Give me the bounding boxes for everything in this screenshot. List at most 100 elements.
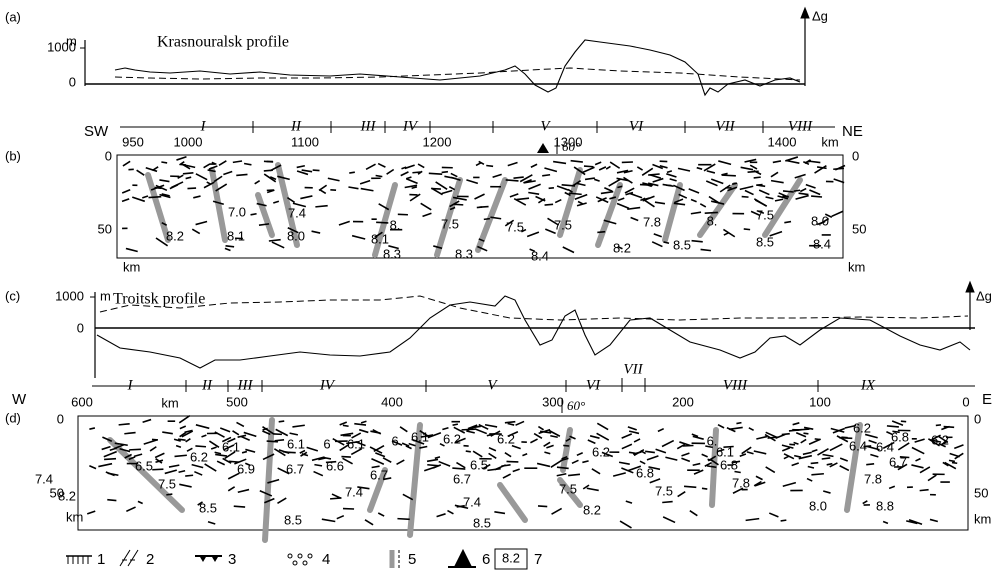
reflector (571, 161, 583, 162)
velocity-label: 6.6 (326, 458, 344, 473)
reflector (161, 162, 167, 163)
reflector (124, 433, 135, 434)
reflector (883, 522, 888, 524)
reflector (629, 431, 639, 433)
depth-unit: km (66, 509, 83, 524)
reflector (807, 479, 812, 482)
reflector (360, 181, 370, 184)
reflector (186, 439, 191, 442)
reflector (437, 514, 446, 517)
reflector (444, 176, 456, 178)
reflector (563, 247, 574, 253)
legend-item: 6 (482, 551, 490, 568)
reflector (557, 467, 569, 468)
velocity-label: 6.4 (849, 438, 867, 453)
zone-label: V (487, 377, 498, 393)
direction-label: NE (842, 123, 863, 140)
reflector (505, 422, 515, 423)
reflector (811, 474, 823, 475)
velocity-label: 6.8 (720, 457, 738, 472)
velocity-label: 8.8 (876, 498, 894, 513)
reflector (527, 232, 539, 236)
velocity-label: 8.2 (613, 240, 631, 255)
reflector (771, 181, 784, 183)
reflector (863, 501, 868, 504)
reflector (545, 204, 554, 205)
reflector (691, 212, 701, 214)
reflector (693, 464, 701, 466)
reflector (178, 439, 186, 440)
velocity-label: 8.3 (455, 246, 473, 261)
reflector (670, 179, 677, 181)
reflector (544, 442, 550, 446)
reflector (901, 421, 906, 422)
distance-tick-label: 1100 (291, 134, 319, 149)
reflector (150, 447, 156, 451)
reflector (122, 199, 129, 202)
reflector (568, 474, 580, 475)
reflector (724, 233, 729, 235)
reflector (691, 199, 697, 201)
reflector (219, 161, 226, 165)
reflector (759, 190, 769, 194)
reflector (537, 463, 550, 466)
reflector (196, 425, 209, 428)
reflector (808, 467, 814, 468)
reflector (123, 161, 130, 166)
velocity-label: 7.0 (228, 204, 246, 219)
reflector (354, 424, 366, 425)
reflector (215, 454, 227, 456)
reflector (815, 439, 820, 440)
direction-label: W (12, 391, 27, 408)
zone-label: V (540, 118, 551, 134)
reflector (702, 488, 707, 489)
reflector (756, 437, 767, 439)
reflector (387, 169, 394, 174)
reflector (693, 436, 704, 439)
reflector (655, 202, 665, 203)
reflector (292, 425, 304, 427)
legend-box-value: 8.2 (502, 550, 520, 565)
distance-tick-label: 600 (71, 394, 93, 409)
reflector (217, 461, 225, 465)
reflector (129, 449, 141, 450)
reflector (582, 167, 594, 172)
reflector (423, 213, 432, 216)
reflector (538, 427, 543, 430)
reflector (348, 187, 358, 189)
reflector (811, 463, 819, 464)
zone-label: I (127, 377, 134, 393)
zone-label: VII (623, 361, 643, 377)
reflector (773, 161, 781, 163)
reflector (949, 460, 955, 461)
velocity-label: 8. (707, 213, 718, 228)
depth-tick-label: 0 (852, 148, 859, 163)
distance-tick-label: 950 (122, 134, 144, 149)
depth-tick-label: 50 (98, 221, 112, 236)
reflector (307, 447, 318, 451)
reflector (447, 511, 453, 514)
reflector (784, 222, 791, 223)
reflector (722, 175, 736, 176)
reflector (729, 427, 743, 429)
reflector (273, 201, 279, 203)
reflector (592, 469, 600, 474)
reflector (185, 475, 193, 476)
direction-label: SW (84, 123, 109, 140)
anomaly-label: Δg (812, 8, 828, 23)
reflector (823, 491, 830, 493)
reflector (272, 242, 284, 248)
reflector (508, 423, 515, 425)
reflector (339, 221, 350, 225)
reflector (442, 190, 452, 193)
reflector (745, 191, 754, 195)
distance-tick-label: 300 (542, 394, 564, 409)
reflector (692, 241, 703, 242)
velocity-label: 6.5 (135, 458, 153, 473)
reflector (397, 519, 409, 520)
reflector (796, 196, 809, 200)
velocity-label: 8.4 (813, 236, 831, 251)
reflector (186, 177, 192, 178)
reflector (179, 484, 191, 487)
velocity-label: 6.7 (889, 454, 907, 469)
